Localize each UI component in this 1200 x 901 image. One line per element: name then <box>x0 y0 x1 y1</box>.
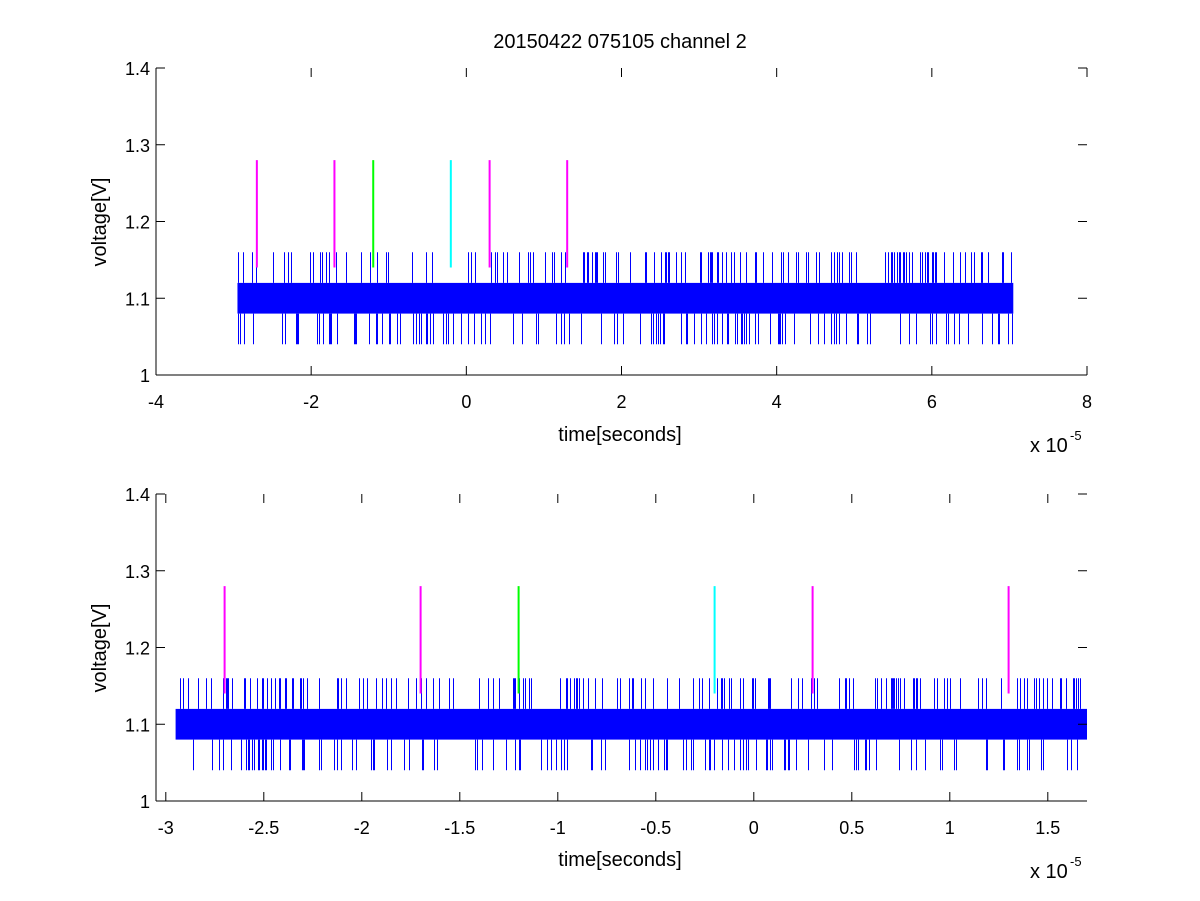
bottom-x-tick-label: 1 <box>945 818 955 838</box>
bottom-x-tick-label: -1 <box>550 818 566 838</box>
top-signal-band <box>237 282 1014 314</box>
bottom-x-exponent-power: -5 <box>1070 854 1082 869</box>
top-plot-axes: -4 -2 0 2 4 6 8 1 1.1 1.2 1.3 1.4 <box>125 59 1092 412</box>
top-plot-marks <box>237 160 1014 345</box>
bottom-x-tick-label: -0.5 <box>640 818 671 838</box>
bottom-x-tick-label: 0.5 <box>839 818 864 838</box>
top-x-tick-label: 2 <box>616 392 626 412</box>
top-x-tick-label: -2 <box>303 392 319 412</box>
top-x-exponent-base: x 10 <box>1030 435 1068 457</box>
top-plot: 20150422 075105 channel 2 -4 -2 0 2 4 6 8 1 1.1 1… <box>89 31 1092 457</box>
top-y-tick-label: 1 <box>140 366 150 386</box>
bottom-y-axis-label: voltage[V] <box>89 604 111 693</box>
bottom-signal-band <box>175 708 1088 740</box>
chart-title: 20150422 075105 channel 2 <box>493 31 747 53</box>
top-x-tick-label: 4 <box>772 392 782 412</box>
top-x-tick-label: -4 <box>148 392 164 412</box>
bottom-x-tick-label: 0 <box>749 818 759 838</box>
top-signal-spikes <box>238 252 1013 345</box>
bottom-x-axis-label: time[seconds] <box>558 849 681 871</box>
top-y-tick-label: 1.2 <box>125 213 150 233</box>
top-y-tick-label: 1.1 <box>125 289 150 309</box>
top-y-tick-label: 1.4 <box>125 59 150 79</box>
top-x-exponent-power: -5 <box>1070 428 1082 443</box>
bottom-y-tick-label: 1.2 <box>125 639 150 659</box>
bottom-plot-axes: -3 -2.5 -2 -1.5 -1 -0.5 0 0.5 1 1.5 1 1.1 1.2 1.3 1.4 <box>125 485 1087 838</box>
top-x-tick-label: 8 <box>1082 392 1092 412</box>
bottom-x-tick-label: -2.5 <box>248 818 279 838</box>
bottom-signal-spikes <box>180 678 1081 771</box>
bottom-y-tick-label: 1.3 <box>125 562 150 582</box>
bottom-plot-marks <box>175 586 1088 771</box>
top-x-axis-label: time[seconds] <box>558 424 681 446</box>
top-x-tick-label: 0 <box>461 392 471 412</box>
bottom-x-tick-label: 1.5 <box>1035 818 1060 838</box>
bottom-y-tick-label: 1 <box>140 792 150 812</box>
bottom-plot: -3 -2.5 -2 -1.5 -1 -0.5 0 0.5 1 1.511.11.21.31.4 … <box>89 485 1088 883</box>
top-y-tick-label: 1.3 <box>125 136 150 156</box>
bottom-x-tick-label: -1.5 <box>444 818 475 838</box>
bottom-x-tick-label: -2 <box>354 818 370 838</box>
bottom-y-tick-label: 1.1 <box>125 715 150 735</box>
top-y-axis-label: voltage[V] <box>89 178 111 267</box>
bottom-x-tick-label: -3 <box>158 818 174 838</box>
top-x-tick-label: 6 <box>927 392 937 412</box>
bottom-x-exponent-base: x 10 <box>1030 861 1068 883</box>
bottom-y-tick-label: 1.4 <box>125 485 150 505</box>
